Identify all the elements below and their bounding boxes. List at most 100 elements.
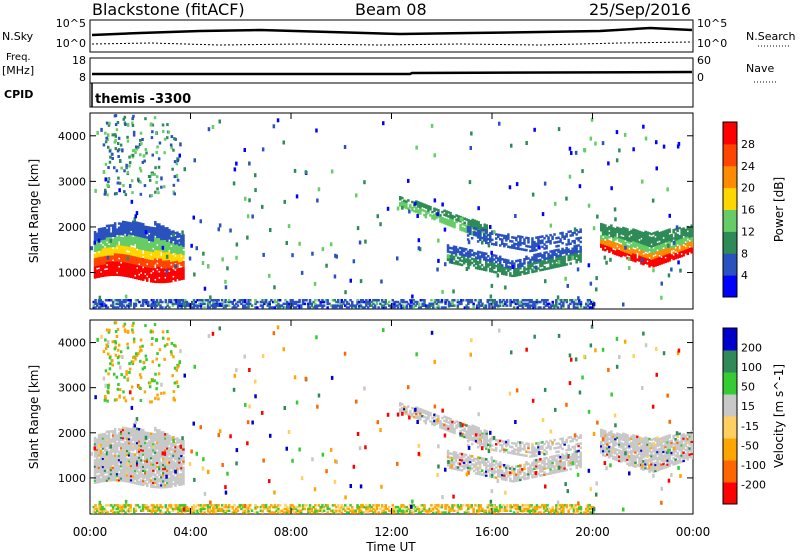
power-cell [690,242,693,246]
power-cell [414,304,417,307]
power-cell [191,302,194,306]
velocity-cell [166,445,169,448]
velocity-cell [111,434,115,437]
power-cell [101,300,104,304]
power-cell [114,139,117,142]
power-cell [118,302,122,306]
power-cell [614,242,617,245]
velocity-cell [119,436,123,439]
power-cell [307,304,310,307]
velocity-cell [97,470,101,473]
power-cell [127,221,131,225]
power-cell [162,243,165,247]
velocity-cell [168,436,171,440]
power-cell [113,246,117,250]
power-cell [606,241,609,244]
power-cell [103,266,107,269]
power-cell [556,306,560,309]
power-cell [176,260,179,263]
power-cell [338,306,342,309]
power-cell [150,259,153,262]
power-cell [222,300,226,304]
power-cell [152,251,155,255]
power-cell [247,302,250,306]
velocity-cell [103,443,107,446]
power-cell [125,227,129,230]
power-cell [113,222,117,225]
power-cell [608,240,611,243]
power-cell [587,203,591,208]
velocity-cell [154,485,157,489]
power-cell [459,215,462,219]
velocity-cell [97,454,101,457]
power-cell [125,254,129,257]
power-cell [113,240,117,244]
power-cell [468,251,472,254]
power-cell [505,267,508,270]
power-cell [266,304,270,307]
power-cell [502,302,505,306]
velocity-cell [479,429,482,433]
power-cell [517,267,520,271]
power-cell [116,121,120,124]
power-cell [396,206,400,211]
power-cell [570,151,573,155]
power-cell [539,258,542,262]
power-cell [170,265,173,268]
power-cell [121,265,125,269]
power-cell [668,236,671,240]
power-cell [489,259,492,262]
power-cell [588,302,591,306]
power-cell [154,304,157,307]
power-cell [620,228,623,231]
power-cell [136,244,139,247]
power-cell [565,235,568,238]
velocity-cell [160,475,163,479]
velocity-cell [136,468,139,471]
power-cell [451,302,454,306]
velocity-cell [107,438,111,441]
power-cell [630,229,633,233]
velocity-cell [156,437,159,440]
velocity-cell [142,449,145,452]
power-cell [123,249,127,253]
power-cell [117,300,120,304]
power-cell [571,249,574,253]
power-cell [144,148,148,151]
velocity-cell [154,435,157,438]
power-cell [124,300,127,304]
power-cell [684,232,687,236]
power-cell [158,141,162,145]
velocity-cell [483,429,486,432]
power-cell [636,240,639,243]
velocity-cell [125,451,129,455]
power-cell [180,244,183,248]
velocity-cell [111,440,115,443]
velocity-cell [140,440,143,444]
power-cell [423,203,426,206]
power-cell [575,246,578,250]
power-cell [497,269,500,272]
power-cell [136,233,139,237]
power-cell [345,306,349,309]
velocity-cell [150,479,153,482]
power-cell [541,264,544,267]
power-cell [170,271,173,275]
power-cell [97,254,101,258]
velocity-cell [127,429,131,433]
power-cell [539,260,542,264]
power-cell [105,253,109,256]
power-cell [567,254,570,258]
power-cell [622,249,625,252]
power-cell [246,235,249,240]
power-cell [129,240,133,244]
velocity-cell [123,449,127,452]
power-cell [104,306,108,309]
velocity-cell [99,451,103,455]
velocity-cell [117,456,121,460]
power-cell [541,256,544,259]
velocity-cell [119,471,123,474]
power-cell [146,242,149,245]
power-cell [132,276,135,279]
power-cell [672,257,675,261]
